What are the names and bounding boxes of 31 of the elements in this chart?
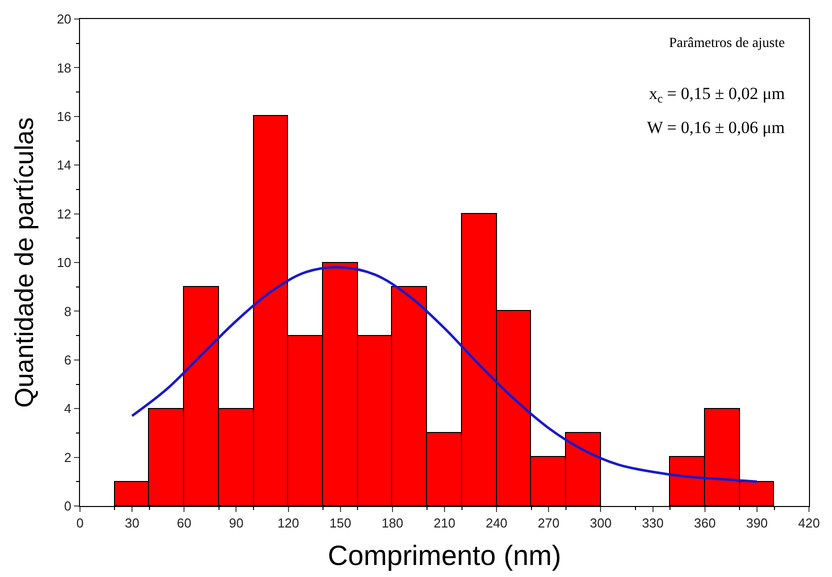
y-tick-label: 10 <box>56 255 72 270</box>
annotation: W = 0,16 ± 0,06 μm <box>647 118 785 137</box>
y-axis-title: Quantidade de partículas <box>9 117 40 408</box>
x-tick-label: 0 <box>76 516 84 531</box>
x-tick-label: 300 <box>590 516 612 531</box>
y-tick-label: 0 <box>64 498 72 514</box>
x-tick-label: 210 <box>434 516 456 531</box>
y-tick-label: 14 <box>56 158 72 173</box>
x-tick-label: 60 <box>176 516 192 531</box>
y-tick-label: 18 <box>56 60 72 76</box>
x-tick-label: 330 <box>642 516 664 531</box>
annotation: x$_{c}$ = 0,15 ± 0,02 μm <box>649 84 785 106</box>
x-tick-label: 120 <box>277 516 300 531</box>
x-tick-label: 90 <box>228 516 244 531</box>
y-tick-label: 12 <box>56 206 72 222</box>
y-tick-label: 4 <box>64 401 72 416</box>
x-tick-label: 240 <box>486 516 508 531</box>
y-tick-label: 8 <box>64 304 72 319</box>
x-tick-label: 150 <box>330 516 352 531</box>
x-tick-label: 360 <box>694 516 716 531</box>
x-tick-label: 270 <box>538 516 560 531</box>
y-tick-label: 2 <box>64 450 72 465</box>
y-tick-label: 16 <box>56 108 72 124</box>
annotation: Parâmetros de ajuste <box>669 36 785 51</box>
x-tick-label: 30 <box>124 516 140 531</box>
x-tick-label: 390 <box>746 516 768 531</box>
x-tick-label: 180 <box>382 516 404 531</box>
y-tick-label: 6 <box>64 352 72 368</box>
x-axis-title: Comprimento (nm) <box>328 540 562 571</box>
x-tick-label: 420 <box>798 516 820 531</box>
y-tick-label: 20 <box>56 12 72 27</box>
